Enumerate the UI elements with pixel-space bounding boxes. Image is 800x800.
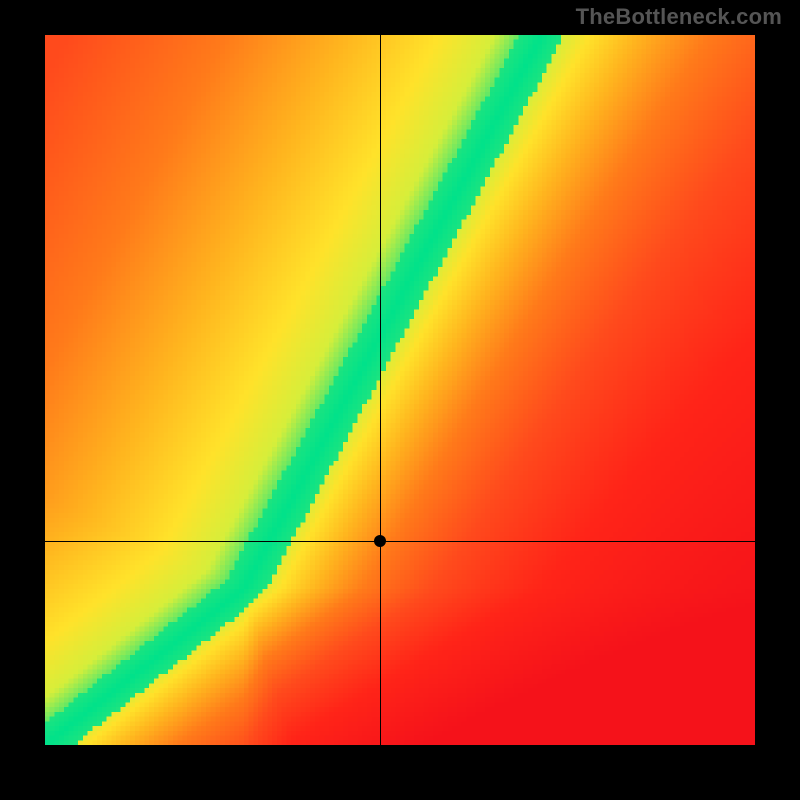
heatmap-canvas [45, 35, 755, 745]
watermark-text: TheBottleneck.com [576, 4, 782, 30]
crosshair-vertical [380, 35, 381, 745]
crosshair-horizontal [45, 541, 755, 542]
chart-stage: TheBottleneck.com [0, 0, 800, 800]
crosshair-marker [374, 535, 386, 547]
bottleneck-heatmap [45, 35, 755, 745]
